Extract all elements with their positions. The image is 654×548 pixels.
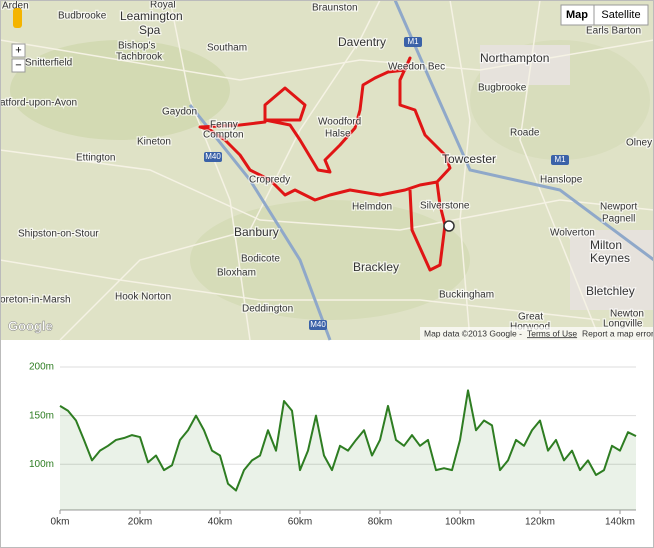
place-label: Bishop's [118,41,156,52]
road-shield [404,37,422,47]
place-label: Cropredy [249,175,290,186]
zoom-out[interactable] [11,58,26,73]
x-tick-label: 100km [445,517,475,528]
map-type-control: Map Satellite [560,4,649,26]
place-label: Woodford [318,117,361,128]
place-label: Arden [2,1,29,12]
attribution-bg [420,327,654,340]
place-label: Budbrooke [58,11,107,22]
x-tick-label: 60km [288,517,312,528]
place-label: Weedon Bec [388,62,445,73]
y-tick-label: 100m [29,459,54,470]
place-label: oreton-in-Marsh [0,295,71,306]
x-tick-label: 120km [525,517,555,528]
pegman[interactable] [13,8,22,28]
place-label: Snitterfield [25,58,72,69]
place-label: Gaydon [162,107,197,118]
motorway [393,0,654,262]
place-label: Bugbrooke [478,83,527,94]
road-shield [204,152,222,162]
place-label: Ettington [76,153,115,164]
place-label: Compton [203,130,244,141]
place-label: Helmdon [352,202,392,213]
road-shield [551,155,569,165]
place-label: Hanslope [540,175,583,186]
place-label: Buckingham [439,290,494,301]
zoom-out-label: − [15,59,21,71]
place-label: Earls Barton [586,26,641,37]
place-label: Brackley [353,260,399,274]
place-label: Bloxham [217,268,256,279]
place-label: Newton [610,309,644,320]
road-shield-label: M1 [407,37,419,46]
x-tick-label: 20km [128,517,152,528]
road-shield-label: M40 [205,152,221,161]
x-tick-label: 80km [368,517,392,528]
place-label: Northampton [480,51,549,65]
map-button-label: Map [566,9,588,21]
route [198,56,452,272]
place-label: Deddington [242,304,293,315]
place-label: Southam [207,43,247,54]
place-label: Fenny [210,120,238,131]
place-label: Bodicote [241,254,280,265]
zoom-in-label: + [15,44,21,56]
x-tick-label: 40km [208,517,232,528]
terrain [10,40,230,140]
satellite-button-label: Satellite [601,9,640,21]
urban [570,230,654,310]
place-label: Halse [325,129,351,140]
attribution: Map data ©2013 Google - [424,328,522,338]
elevation-area [60,390,636,510]
place-label: Shipston-on-Stour [18,229,99,240]
place-label: Silverstone [420,201,470,212]
zoom-in[interactable] [11,43,26,58]
elevation-chart: 100m 150m 200m 0km 20km 40km 60km 80km 100km 120k… [29,362,637,528]
zoom-control: + − [11,8,26,73]
satellite-button[interactable] [593,4,649,26]
place-label: Braunston [312,3,358,14]
place-label: Spa [139,23,161,37]
place-label: Leamington [120,9,183,23]
y-tick-label: 200m [29,362,54,373]
place-label: Tachbrook [116,52,163,63]
place-label: Towcester [442,152,496,166]
road-shield [309,320,327,330]
x-tick-label: 0km [51,517,70,528]
place-label: Wolverton [550,228,595,239]
urban [480,45,570,85]
place-label: Bletchley [586,284,635,298]
place-label: Hook Norton [115,292,171,303]
place-label: Pagnell [602,214,635,225]
terms-link[interactable]: Terms of Use [527,328,577,338]
place-label: Newport [600,202,637,213]
place-label: Kineton [137,137,171,148]
place-label: Daventry [338,35,386,49]
x-tick-label: 140km [605,517,635,528]
place-label: Olney [626,138,652,149]
motorway [188,104,332,341]
place-label: atford-upon-Avon [0,98,77,109]
logo: Google [8,318,53,333]
place-label: Royal [150,0,176,11]
road-shield-label: M1 [554,155,566,164]
place-label: Keynes [590,251,630,265]
road-shield-label: M40 [310,320,326,329]
place-label: Milton [590,238,622,252]
place-label: Great [518,312,543,323]
place-label: Roade [510,128,540,139]
finish-marker [443,220,455,232]
elevation-line [59,389,637,492]
place-label: Banbury [234,225,279,239]
y-tick-label: 150m [29,410,54,421]
report-link[interactable]: Report a map error [582,328,654,338]
